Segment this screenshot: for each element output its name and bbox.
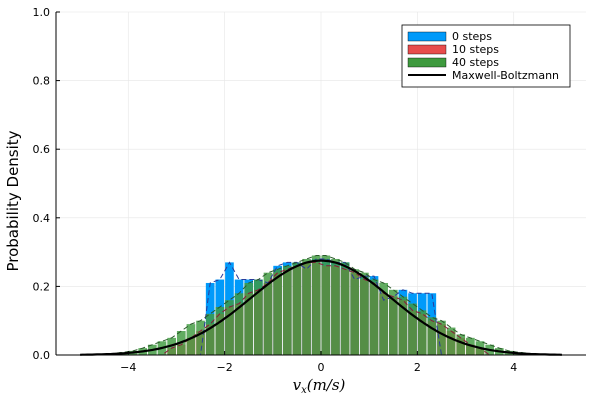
legend-swatch-40-steps (407, 57, 447, 68)
legend-label-maxwell-boltzmann: Maxwell-Boltzmann (452, 69, 559, 82)
bar-40-steps (244, 282, 254, 355)
legend-label-40-steps: 40 steps (452, 56, 499, 69)
bar-40-steps (311, 255, 321, 355)
bar-40-steps (350, 269, 360, 355)
y-tick-label: 0.2 (33, 280, 51, 293)
bar-40-steps (446, 327, 456, 355)
bar-40-steps (254, 279, 263, 355)
bar-40-steps (321, 255, 331, 355)
bar-40-steps (360, 272, 369, 355)
legend-label-0-steps: 0 steps (452, 30, 492, 43)
bar-40-steps (437, 320, 446, 355)
x-tick-label: −4 (120, 361, 136, 374)
x-axis-title-sub: x (301, 385, 307, 396)
x-tick-label: −2 (217, 361, 233, 374)
bar-40-steps (417, 310, 427, 355)
bar-40-steps (215, 306, 225, 355)
y-axis-title: Probability Density (4, 130, 22, 271)
x-axis-title-main: v (293, 376, 302, 394)
maxwell-boltzmann-curve-layer (80, 259, 562, 356)
y-tick-label: 1.0 (33, 6, 51, 19)
tick-labels: −4 −2 0 2 4 0.0 0.2 0.4 0.6 0.8 1.0 (33, 6, 518, 374)
x-tick-label: 4 (510, 361, 517, 374)
y-tick-label: 0.0 (33, 349, 51, 362)
bar-40-steps (205, 313, 215, 355)
x-tick-label: 0 (318, 361, 325, 374)
bar-40-steps (379, 282, 388, 355)
y-tick-label: 0.4 (33, 212, 51, 225)
bar-40-steps (273, 269, 282, 355)
bar-40-steps (369, 279, 379, 355)
bar-40-steps (225, 300, 234, 355)
bar-40-steps (427, 317, 437, 355)
legend-swatch-0-steps (407, 31, 447, 42)
bar-40-steps (186, 324, 196, 355)
y-tick-label: 0.8 (33, 75, 51, 88)
bar-40-steps (388, 289, 398, 355)
bar-40-steps (292, 262, 302, 355)
x-tick-label: 2 (414, 361, 421, 374)
y-tick-label: 0.6 (33, 143, 51, 156)
bar-40-steps (340, 262, 350, 355)
bar-40-steps (408, 303, 417, 355)
bar-40-steps (398, 296, 408, 355)
outline-40-steps (84, 255, 558, 356)
legend: 0 steps 10 steps 40 steps Maxwell-Boltzm… (401, 24, 571, 88)
bar-40-steps (331, 258, 340, 355)
bar-40-steps (234, 293, 244, 355)
axes (55, 11, 586, 356)
x-axis-title-rest: (m/s) (307, 376, 346, 394)
histogram-bars (109, 255, 533, 355)
x-axis-title: vx(m/s) (293, 376, 346, 396)
bar-40-steps (282, 265, 292, 355)
legend-label-10-steps: 10 steps (452, 43, 499, 56)
bar-40-steps (263, 272, 273, 355)
legend-swatch-10-steps (407, 44, 447, 55)
bar-40-steps (196, 320, 205, 355)
bar-40-steps (302, 258, 311, 355)
bar-40-steps (456, 334, 466, 355)
maxwell-boltzmann-curve (80, 259, 562, 356)
